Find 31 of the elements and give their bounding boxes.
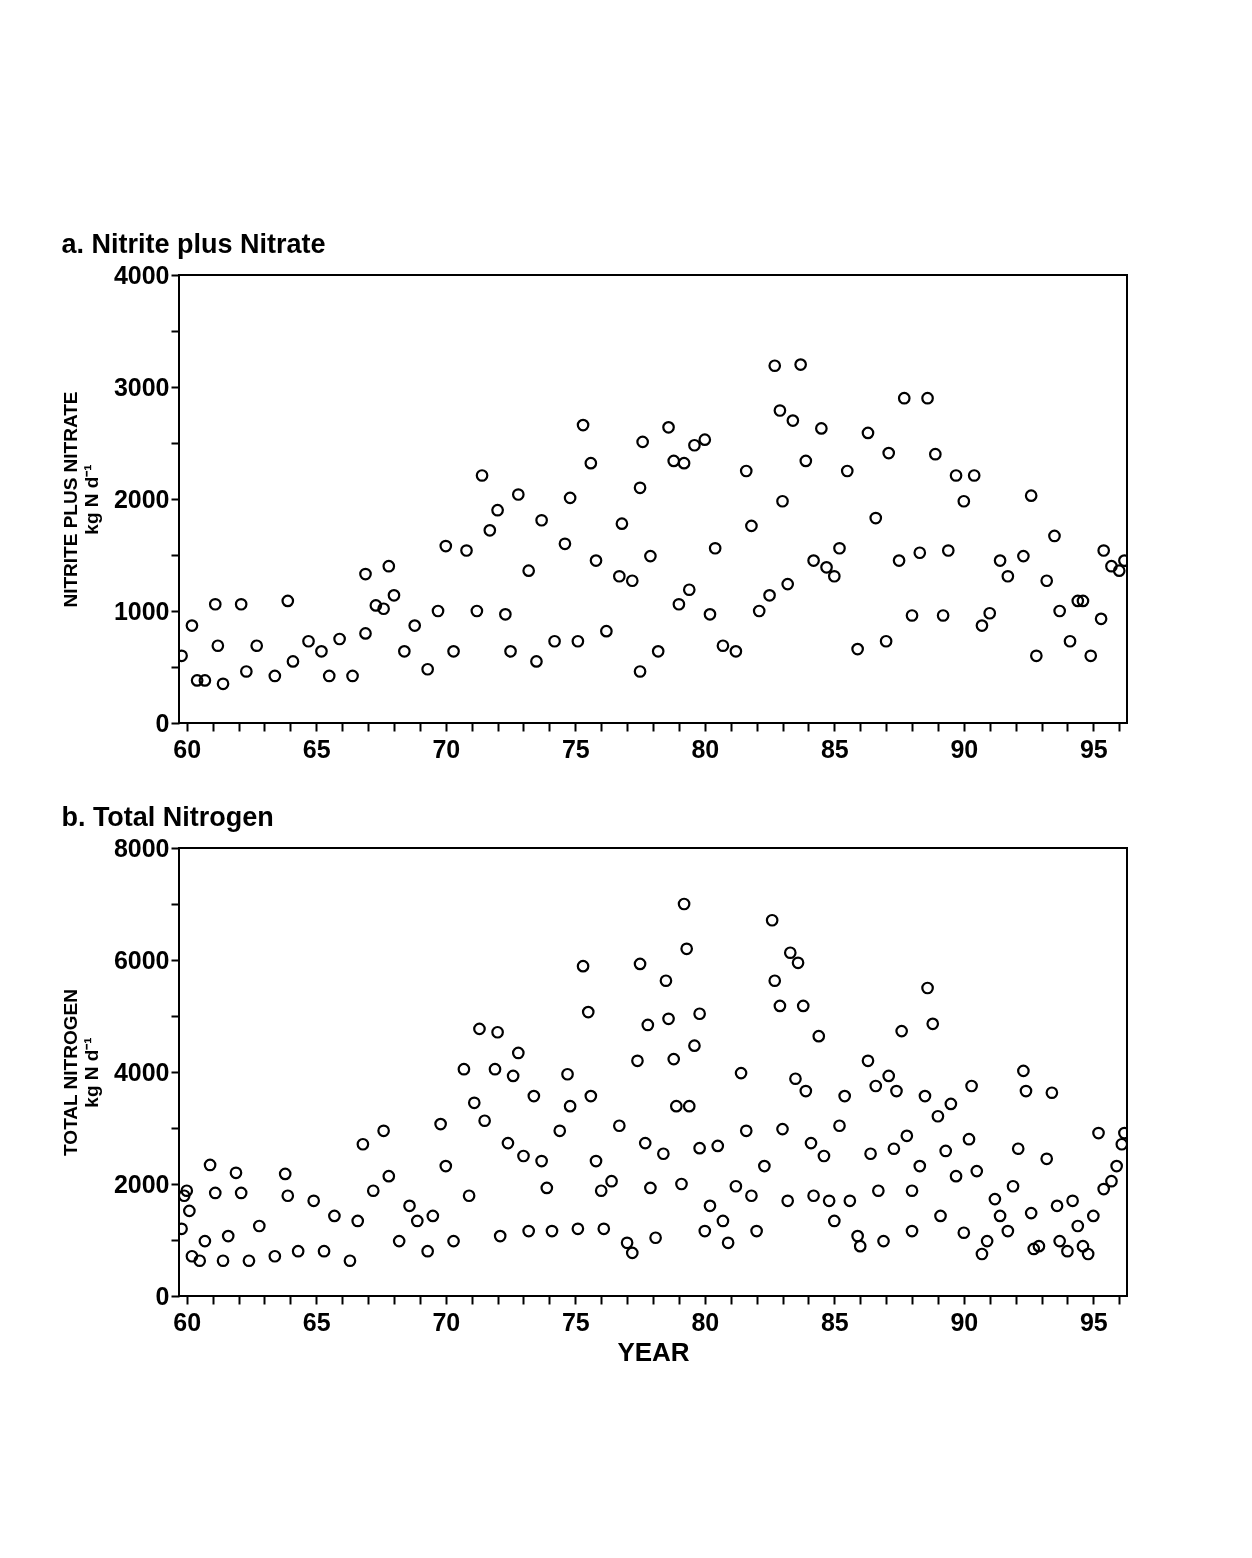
y-tick-label: 3000 [113,372,170,401]
x-tick-label: 60 [173,734,202,763]
x-tick-label: 80 [691,734,720,763]
y-tick-label: 6000 [113,945,170,974]
y-axis-title: NITRITE PLUS NITRATE kg N d⁻¹ [59,391,102,608]
y-tick-label: 8000 [113,833,170,862]
x-tick-label: 75 [561,1307,590,1336]
y-tick-label: 0 [155,708,170,737]
x-tick-label: 90 [950,734,979,763]
x-tick-label: 60 [173,1307,202,1336]
x-tick-label: 75 [561,734,590,763]
x-tick-label: 85 [820,1307,849,1336]
x-tick-label: 65 [302,734,331,763]
y-tick-label: 2000 [113,1169,170,1198]
y-tick-label: 4000 [113,260,170,289]
x-tick-label: 85 [820,734,849,763]
chart-title: b. Total Nitrogen [61,802,274,832]
x-tick-label: 90 [950,1307,979,1336]
y-tick-label: 1000 [113,596,170,625]
x-tick-label: 70 [432,1307,461,1336]
x-tick-label: 65 [302,1307,331,1336]
chart-title: a. Nitrite plus Nitrate [61,229,326,259]
y-tick-label: 2000 [113,484,170,513]
y-tick-label: 0 [155,1281,170,1310]
x-tick-label: 95 [1079,1307,1108,1336]
x-tick-label: 95 [1079,734,1108,763]
x-axis-title: YEAR [617,1336,690,1367]
y-tick-label: 4000 [113,1057,170,1086]
x-tick-label: 70 [432,734,461,763]
y-axis-title: TOTAL NITROGEN kg N d⁻¹ [59,989,102,1156]
x-tick-label: 80 [691,1307,720,1336]
